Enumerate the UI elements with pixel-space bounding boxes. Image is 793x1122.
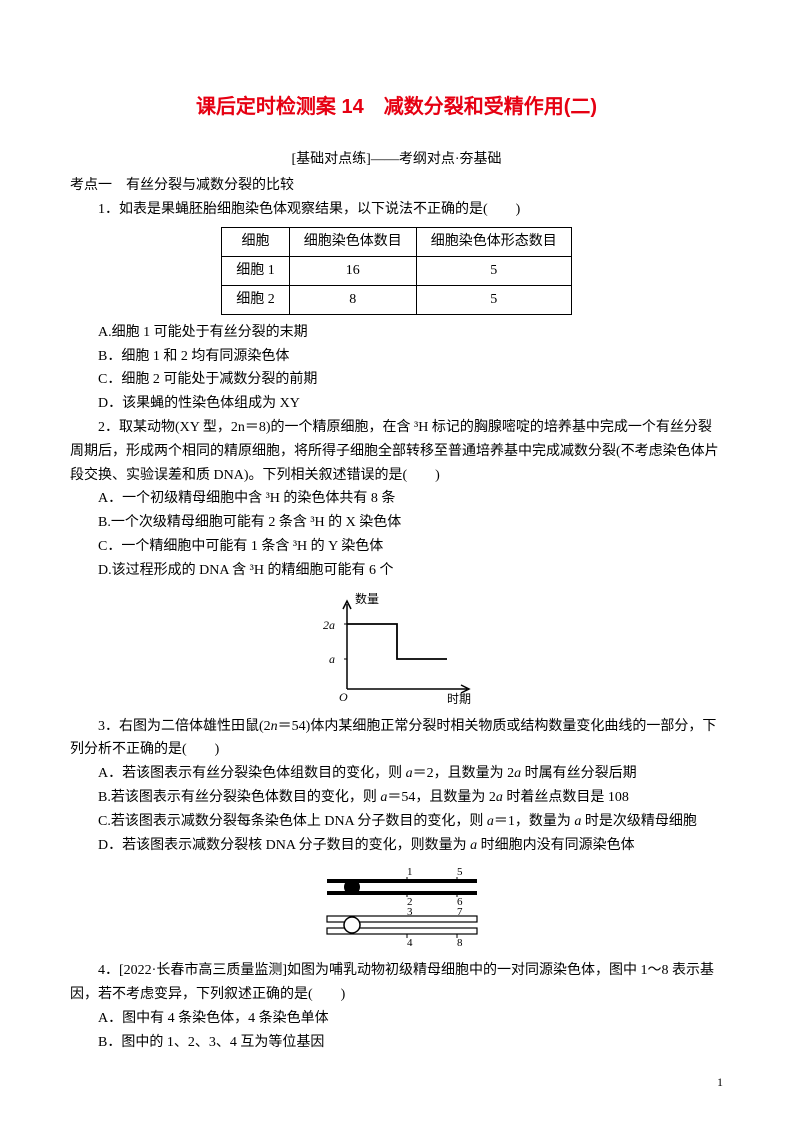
ytick-2a: 2a — [323, 618, 335, 632]
q1-option-b: B．细胞 1 和 2 均有同源染色体 — [70, 345, 723, 369]
page-title: 课后定时检测案 14 减数分裂和受精作用(二) — [70, 90, 723, 124]
q3-option-b: B.若该图表示有丝分裂染色体数目的变化，则 a＝54，且数量为 2a 时着丝点数… — [70, 786, 723, 810]
q4-option-b: B．图中的 1、2、3、4 互为等位基因 — [70, 1031, 723, 1055]
cell: 5 — [416, 257, 571, 286]
q4-chromosome-diagram: 1 5 2 6 3 7 4 8 — [297, 863, 497, 953]
q3-option-a: A．若该图表示有丝分裂染色体组数目的变化，则 a＝2，且数量为 2a 时属有丝分… — [70, 762, 723, 786]
cell: 16 — [289, 257, 416, 286]
lbl7: 7 — [457, 906, 463, 918]
q2-option-b: B.一个次级精母细胞可能有 2 条含 ³H 的 X 染色体 — [70, 511, 723, 535]
q1-table-wrap: 细胞 细胞染色体数目 细胞染色体形态数目 细胞 1 16 5 细胞 2 8 5 — [70, 227, 723, 314]
origin-label: O — [339, 690, 348, 704]
q2-option-c: C．一个精细胞中可能有 1 条含 ³H 的 Y 染色体 — [70, 535, 723, 559]
q4-option-a: A．图中有 4 条染色体，4 条染色单体 — [70, 1007, 723, 1031]
lbl1: 1 — [407, 866, 413, 878]
page-number: 1 — [717, 1072, 723, 1092]
cell: 8 — [289, 285, 416, 314]
kaodian-heading: 考点一 有丝分裂与减数分裂的比较 — [70, 174, 723, 198]
table-row: 细胞 1 16 5 — [222, 257, 572, 286]
q2-option-a: A．一个初级精母细胞中含 ³H 的染色体共有 8 条 — [70, 487, 723, 511]
cell: 5 — [416, 285, 571, 314]
cell: 细胞染色体数目 — [289, 228, 416, 257]
lbl3: 3 — [407, 906, 413, 918]
q4-stem: 4．[2022·长春市高三质量监测]如图为哺乳动物初级精母细胞中的一对同源染色体… — [70, 959, 723, 1007]
q1-table: 细胞 细胞染色体数目 细胞染色体形态数目 细胞 1 16 5 细胞 2 8 5 — [221, 227, 572, 314]
lbl8: 8 — [457, 937, 463, 949]
cell: 细胞 — [222, 228, 290, 257]
q3-option-d: D．若该图表示减数分裂核 DNA 分子数目的变化，则数量为 a 时细胞内没有同源… — [70, 834, 723, 858]
q3-stem: 3．右图为二倍体雄性田鼠(2n＝54)体内某细胞正常分裂时相关物质或结构数量变化… — [70, 715, 723, 763]
xlabel: 时期 — [447, 692, 471, 706]
q3-n: n — [271, 719, 278, 734]
table-row: 细胞 细胞染色体数目 细胞染色体形态数目 — [222, 228, 572, 257]
lbl4: 4 — [407, 937, 413, 949]
cell: 细胞 2 — [222, 285, 290, 314]
cell: 细胞染色体形态数目 — [416, 228, 571, 257]
q1-stem: 1．如表是果蝇胚胎细胞染色体观察结果，以下说法不正确的是( ) — [70, 198, 723, 222]
q2-stem: 2．取某动物(XY 型，2n＝8)的一个精原细胞，在含 ³H 标记的胸腺嘧啶的培… — [70, 416, 723, 487]
q3-chart-wrap: 2a a 数量 时期 O — [70, 589, 723, 709]
q3-stem-pre: 3．右图为二倍体雄性田鼠(2 — [98, 719, 271, 734]
ylabel: 数量 — [355, 591, 379, 606]
table-row: 细胞 2 8 5 — [222, 285, 572, 314]
q1-option-d: D．该果蝇的性染色体组成为 XY — [70, 392, 723, 416]
section-subtitle: [基础对点练]——考纲对点·夯基础 — [70, 148, 723, 172]
q4-diagram-wrap: 1 5 2 6 3 7 4 8 — [70, 863, 723, 953]
cell: 细胞 1 — [222, 257, 290, 286]
lbl5: 5 — [457, 866, 463, 878]
q3-chart: 2a a 数量 时期 O — [317, 589, 477, 709]
ytick-a: a — [329, 652, 335, 666]
q3-option-c: C.若该图表示减数分裂每条染色体上 DNA 分子数目的变化，则 a＝1，数量为 … — [70, 810, 723, 834]
q2-option-d: D.该过程形成的 DNA 含 ³H 的精细胞可能有 6 个 — [70, 559, 723, 583]
q1-option-a: A.细胞 1 可能处于有丝分裂的末期 — [70, 321, 723, 345]
q1-option-c: C．细胞 2 可能处于减数分裂的前期 — [70, 368, 723, 392]
page: 课后定时检测案 14 减数分裂和受精作用(二) [基础对点练]——考纲对点·夯基… — [0, 0, 793, 1122]
